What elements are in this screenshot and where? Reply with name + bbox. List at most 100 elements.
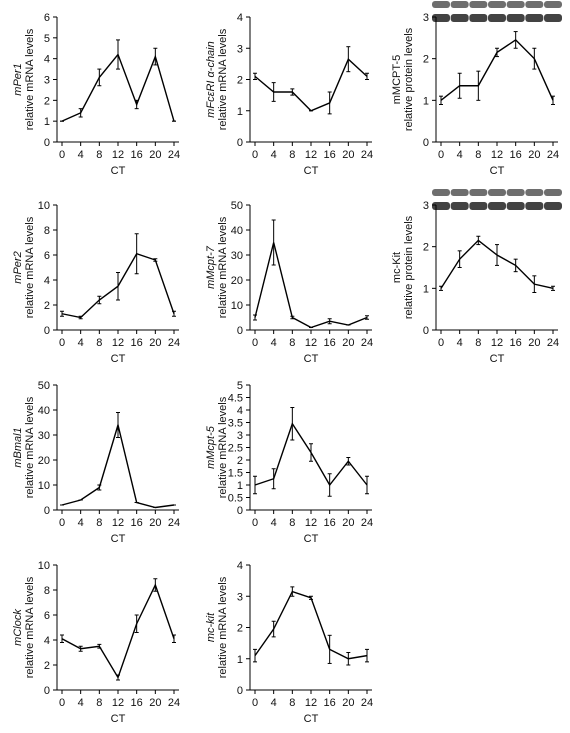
y-tick-label: 1 bbox=[237, 480, 243, 492]
x-tick-label: 12 bbox=[112, 697, 124, 709]
x-tick-label: 16 bbox=[131, 697, 143, 709]
data-line bbox=[254, 242, 368, 329]
y-tick-label: 2 bbox=[237, 623, 243, 635]
data-line bbox=[254, 58, 368, 112]
blot-band bbox=[525, 189, 544, 196]
data-line bbox=[61, 583, 175, 680]
x-tick-label: 20 bbox=[149, 149, 161, 161]
x-tick-label: 20 bbox=[149, 697, 161, 709]
x-tick-label: 0 bbox=[59, 149, 65, 161]
x-tick-label: 16 bbox=[324, 697, 336, 709]
x-tick-label: 8 bbox=[96, 337, 102, 349]
y-axis-gene: mPer1 bbox=[12, 63, 24, 95]
x-tick-label: 8 bbox=[289, 517, 295, 529]
y-tick-label: 30 bbox=[231, 250, 243, 262]
x-tick-label: 24 bbox=[547, 149, 559, 161]
x-tick-label: 24 bbox=[547, 337, 559, 349]
western-blot bbox=[432, 189, 562, 210]
x-tick-label: 12 bbox=[305, 697, 317, 709]
y-tick-label: 2 bbox=[44, 660, 50, 672]
y-tick-label: 6 bbox=[44, 250, 50, 262]
y-tick-label: 4 bbox=[237, 560, 243, 572]
x-tick-label: 24 bbox=[168, 697, 180, 709]
x-tick-label: 16 bbox=[131, 149, 143, 161]
x-tick-label: 4 bbox=[457, 149, 463, 161]
x-tick-label: 0 bbox=[438, 149, 444, 161]
blot-band bbox=[432, 189, 450, 196]
blot-band bbox=[544, 189, 562, 196]
blot-band bbox=[469, 189, 488, 196]
y-tick-label: 40 bbox=[38, 405, 50, 417]
x-tick-label: 4 bbox=[457, 337, 463, 349]
y-tick-label: 0 bbox=[44, 325, 50, 337]
x-tick-label: 8 bbox=[96, 697, 102, 709]
x-tick-label: 16 bbox=[510, 337, 522, 349]
x-tick-label: 24 bbox=[168, 149, 180, 161]
y-tick-label: 0 bbox=[237, 505, 243, 517]
y-tick-label: 4 bbox=[44, 275, 50, 287]
y-tick-label: 20 bbox=[38, 455, 50, 467]
x-tick-label: 4 bbox=[271, 337, 277, 349]
x-tick-label: 24 bbox=[361, 517, 373, 529]
panel: 0 10 20 30 40 50 0 4 8 12 16 20 24 CT mMcpt-7 relative … bbox=[205, 200, 373, 365]
y-tick-label: 1 bbox=[423, 283, 429, 295]
x-tick-label: 24 bbox=[361, 337, 373, 349]
blot-band bbox=[544, 14, 562, 22]
y-tick-label: 10 bbox=[38, 200, 50, 212]
y-tick-label: 0 bbox=[44, 505, 50, 517]
y-tick-label: 0 bbox=[237, 685, 243, 697]
blot-band bbox=[525, 1, 544, 8]
blot-band bbox=[525, 14, 544, 22]
y-axis-gene: mc-kit bbox=[205, 612, 217, 642]
x-tick-label: 4 bbox=[78, 697, 84, 709]
panel: 0 10 20 30 40 50 0 4 8 12 16 20 24 CT mBmal1 relative m… bbox=[12, 380, 180, 545]
y-tick-label: 2 bbox=[237, 455, 243, 467]
y-tick-label: 0 bbox=[44, 137, 50, 149]
blot-band bbox=[525, 202, 544, 210]
x-tick-label: 0 bbox=[59, 697, 65, 709]
y-tick-label: 0 bbox=[423, 325, 429, 337]
x-tick-label: 8 bbox=[475, 337, 481, 349]
y-axis-gene: mClock bbox=[12, 609, 24, 646]
x-tick-label: 20 bbox=[149, 517, 161, 529]
x-tick-label: 8 bbox=[289, 337, 295, 349]
x-axis-label: CT bbox=[111, 713, 126, 725]
x-tick-label: 20 bbox=[149, 337, 161, 349]
y-tick-label: 2 bbox=[237, 75, 243, 87]
blot-band bbox=[450, 202, 469, 210]
y-axis-label: relative protein levels bbox=[403, 215, 415, 319]
blot-band bbox=[450, 1, 469, 8]
y-axis-label: relative mRNA levels bbox=[24, 28, 36, 130]
y-tick-label: 0 bbox=[44, 685, 50, 697]
y-tick-label: 10 bbox=[231, 300, 243, 312]
blot-band bbox=[506, 1, 525, 8]
data-line bbox=[61, 252, 175, 319]
x-tick-label: 20 bbox=[528, 337, 540, 349]
x-tick-label: 8 bbox=[289, 149, 295, 161]
x-axis-label: CT bbox=[490, 165, 505, 177]
x-tick-label: 12 bbox=[305, 337, 317, 349]
y-axis-label: relative mRNA levels bbox=[217, 576, 229, 678]
blot-band bbox=[544, 1, 562, 8]
western-blot bbox=[432, 1, 562, 22]
x-tick-label: 20 bbox=[342, 337, 354, 349]
y-tick-label: 2 bbox=[44, 95, 50, 107]
blot-band bbox=[469, 202, 488, 210]
x-tick-label: 4 bbox=[78, 517, 84, 529]
x-tick-label: 4 bbox=[78, 149, 84, 161]
y-tick-label: 0.5 bbox=[228, 493, 243, 505]
data-line bbox=[254, 422, 368, 487]
blot-band bbox=[450, 14, 469, 22]
blot-band bbox=[432, 14, 450, 22]
y-tick-label: 1 bbox=[237, 654, 243, 666]
x-axis-label: CT bbox=[304, 353, 319, 365]
blot-band bbox=[506, 189, 525, 196]
x-axis-label: CT bbox=[111, 165, 126, 177]
blot-band bbox=[488, 202, 506, 210]
